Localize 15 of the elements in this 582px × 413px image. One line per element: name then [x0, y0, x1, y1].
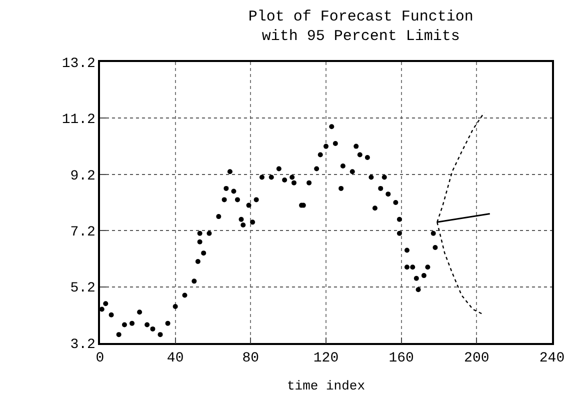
y-tick-label: 13.2 — [62, 56, 96, 72]
x-tick-label: 0 — [96, 350, 104, 367]
y-tick-label: 9.2 — [70, 168, 96, 184]
y-tick-label: 3.2 — [70, 336, 96, 353]
chart-title: Plot of Forecast Function with 95 Percent Limits — [248, 8, 474, 46]
y-tick-label: 5.2 — [70, 280, 96, 297]
x-tick-label: 80 — [242, 350, 260, 367]
x-tick-label: 40 — [166, 350, 184, 367]
x-tick-label: 200 — [464, 350, 490, 367]
y-tick-label: 7.2 — [70, 224, 96, 240]
x-tick-label: 160 — [388, 350, 414, 367]
y-tick-label: 11.2 — [62, 112, 96, 128]
x-tick-label: 240 — [539, 350, 565, 367]
x-tick-label: 120 — [313, 350, 339, 367]
x-axis-title: time index — [286, 378, 366, 394]
